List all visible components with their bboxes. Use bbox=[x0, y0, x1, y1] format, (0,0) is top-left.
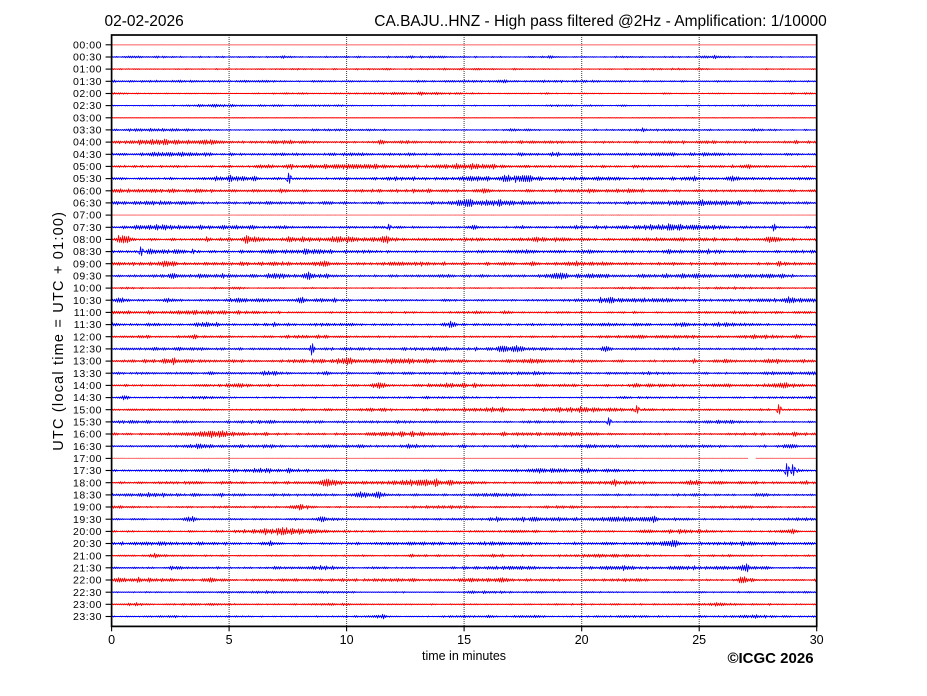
svg-text:15:30: 15:30 bbox=[73, 417, 102, 429]
svg-text:18:30: 18:30 bbox=[73, 490, 102, 502]
svg-text:03:30: 03:30 bbox=[73, 125, 102, 137]
svg-text:05:00: 05:00 bbox=[73, 161, 102, 173]
svg-text:30: 30 bbox=[810, 633, 824, 647]
svg-text:01:30: 01:30 bbox=[73, 76, 102, 88]
svg-text:09:30: 09:30 bbox=[73, 271, 102, 283]
svg-text:time in minutes: time in minutes bbox=[422, 649, 506, 663]
svg-text:08:30: 08:30 bbox=[73, 246, 102, 258]
svg-text:15:00: 15:00 bbox=[73, 404, 102, 416]
svg-text:22:30: 22:30 bbox=[73, 587, 102, 599]
svg-text:00:00: 00:00 bbox=[73, 39, 102, 51]
svg-text:18:00: 18:00 bbox=[73, 477, 102, 489]
svg-text:08:00: 08:00 bbox=[73, 234, 102, 246]
svg-text:16:30: 16:30 bbox=[73, 441, 102, 453]
svg-text:15: 15 bbox=[457, 633, 471, 647]
svg-text:02-02-2026: 02-02-2026 bbox=[105, 13, 184, 30]
svg-text:14:00: 14:00 bbox=[73, 380, 102, 392]
svg-text:25: 25 bbox=[692, 633, 706, 647]
svg-text:22:00: 22:00 bbox=[73, 575, 102, 587]
svg-text:02:30: 02:30 bbox=[73, 100, 102, 112]
svg-text:19:30: 19:30 bbox=[73, 514, 102, 526]
svg-text:20:30: 20:30 bbox=[73, 538, 102, 550]
svg-text:01:00: 01:00 bbox=[73, 64, 102, 76]
svg-text:07:00: 07:00 bbox=[73, 210, 102, 222]
svg-text:12:00: 12:00 bbox=[73, 331, 102, 343]
svg-text:16:00: 16:00 bbox=[73, 429, 102, 441]
svg-text:14:30: 14:30 bbox=[73, 392, 102, 404]
svg-text:11:30: 11:30 bbox=[74, 319, 102, 331]
svg-text:00:30: 00:30 bbox=[73, 52, 102, 64]
svg-text:20: 20 bbox=[575, 633, 589, 647]
svg-text:07:30: 07:30 bbox=[73, 222, 102, 234]
svg-text:CA.BAJU..HNZ - High pass filte: CA.BAJU..HNZ - High pass filtered @2Hz -… bbox=[374, 13, 827, 30]
svg-text:23:00: 23:00 bbox=[73, 599, 102, 611]
svg-text:09:00: 09:00 bbox=[73, 258, 102, 270]
svg-text:10:00: 10:00 bbox=[73, 283, 102, 295]
svg-text:06:30: 06:30 bbox=[73, 198, 102, 210]
svg-text:©ICGC 2026: ©ICGC 2026 bbox=[727, 650, 813, 667]
svg-text:06:00: 06:00 bbox=[73, 185, 102, 197]
svg-text:13:30: 13:30 bbox=[73, 368, 102, 380]
svg-text:0: 0 bbox=[108, 633, 115, 647]
svg-text:5: 5 bbox=[226, 633, 233, 647]
svg-text:13:00: 13:00 bbox=[73, 356, 102, 368]
svg-text:02:00: 02:00 bbox=[73, 88, 102, 100]
svg-text:17:00: 17:00 bbox=[73, 453, 102, 465]
svg-text:03:00: 03:00 bbox=[73, 112, 102, 124]
svg-text:19:00: 19:00 bbox=[73, 502, 102, 514]
svg-text:10:30: 10:30 bbox=[73, 295, 102, 307]
svg-text:12:30: 12:30 bbox=[73, 344, 102, 356]
svg-text:21:00: 21:00 bbox=[73, 550, 102, 562]
svg-text:23:30: 23:30 bbox=[73, 611, 102, 623]
svg-text:21:30: 21:30 bbox=[73, 562, 102, 574]
svg-text:17:30: 17:30 bbox=[73, 465, 102, 477]
svg-text:20:00: 20:00 bbox=[73, 526, 102, 538]
svg-text:05:30: 05:30 bbox=[73, 173, 102, 185]
svg-text:10: 10 bbox=[340, 633, 354, 647]
svg-text:04:00: 04:00 bbox=[73, 137, 102, 149]
svg-text:11:00: 11:00 bbox=[74, 307, 102, 319]
svg-text:04:30: 04:30 bbox=[73, 149, 102, 161]
svg-text:UTC (local time = UTC + 01:00): UTC (local time = UTC + 01:00) bbox=[51, 211, 67, 451]
